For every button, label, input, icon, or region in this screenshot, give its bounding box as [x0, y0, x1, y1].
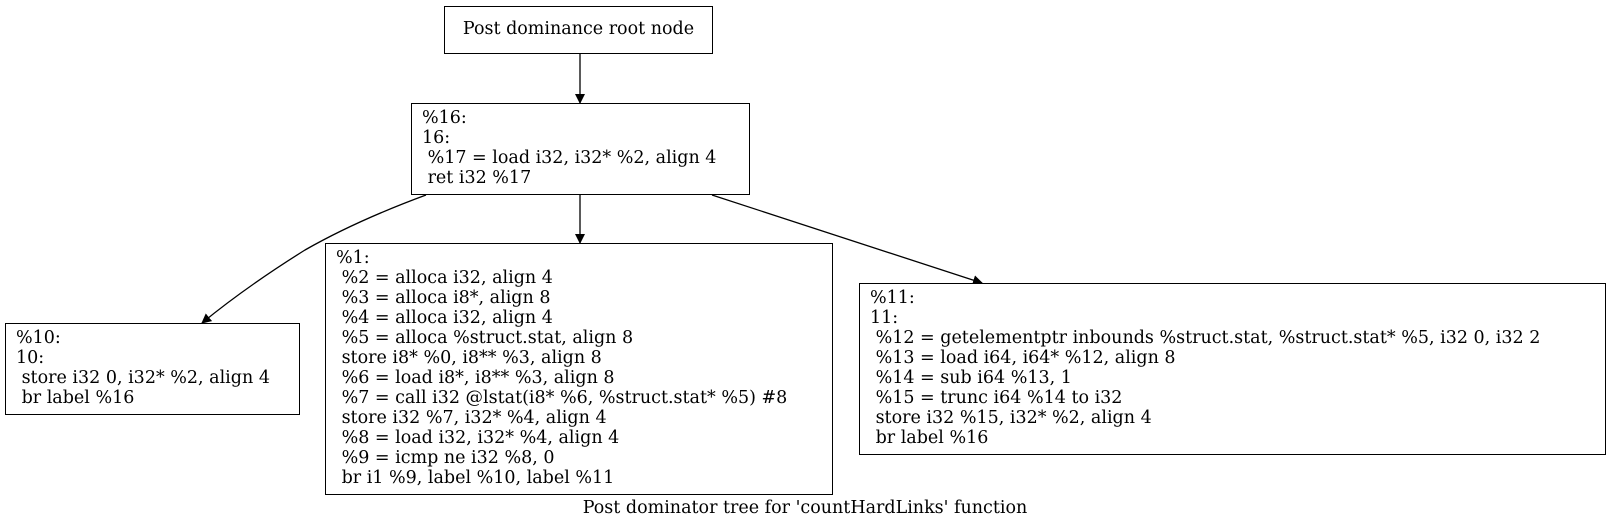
node-10-line: 10:	[16, 348, 45, 368]
node-1-line: %2 = alloca i32, align 4	[336, 268, 553, 288]
node-1-line: %9 = icmp ne i32 %8, 0	[336, 448, 555, 468]
node-16-line: %17 = load i32, i32* %2, align 4	[422, 148, 717, 168]
node-11-line: store i32 %15, i32* %2, align 4	[870, 408, 1152, 428]
node-block-1: %1: %2 = alloca i32, align 4 %3 = alloca…	[325, 243, 833, 495]
diagram-caption: Post dominator tree for 'countHardLinks'…	[582, 498, 1028, 518]
node-1-line: %7 = call i32 @lstat(i8* %6, %struct.sta…	[336, 388, 788, 408]
node-10-line: br label %16	[16, 388, 135, 408]
node-16-line: %16:	[422, 108, 467, 128]
node-10-line: %10:	[16, 328, 61, 348]
node-11-line: %13 = load i64, i64* %12, align 8	[870, 348, 1176, 368]
edge-16-to-11	[711, 194, 983, 285]
node-1-line: %5 = alloca %struct.stat, align 8	[336, 328, 634, 348]
node-block-10: %10: 10: store i32 0, i32* %2, align 4 b…	[5, 323, 300, 415]
root-node-label: Post dominance root node	[462, 19, 695, 39]
node-11-line: %12 = getelementptr inbounds %struct.sta…	[870, 328, 1541, 348]
node-11-line: %11:	[870, 288, 915, 308]
node-1-line: %6 = load i8*, i8** %3, align 8	[336, 368, 615, 388]
node-11-line: 11:	[870, 308, 899, 328]
node-11-line: %14 = sub i64 %13, 1	[870, 368, 1072, 388]
node-1-line: %8 = load i32, i32* %4, align 4	[336, 428, 620, 448]
node-1-line: store i8* %0, i8** %3, align 8	[336, 348, 602, 368]
node-1-line: %3 = alloca i8*, align 8	[336, 288, 551, 308]
node-block-16: %16: 16: %17 = load i32, i32* %2, align …	[411, 103, 750, 195]
node-1-line: %1:	[336, 248, 370, 268]
node-16-line: 16:	[422, 128, 451, 148]
node-10-line: store i32 0, i32* %2, align 4	[16, 368, 270, 388]
node-1-line: store i32 %7, i32* %4, align 4	[336, 408, 607, 428]
edge-16-to-10	[201, 194, 427, 324]
node-11-line: %15 = trunc i64 %14 to i32	[870, 388, 1123, 408]
node-1-line: %4 = alloca i32, align 4	[336, 308, 553, 328]
post-dominance-root-node: Post dominance root node	[444, 6, 713, 54]
node-16-line: ret i32 %17	[422, 168, 532, 188]
node-1-line: br i1 %9, label %10, label %11	[336, 468, 615, 488]
node-11-line: br label %16	[870, 428, 989, 448]
node-block-11: %11: 11: %12 = getelementptr inbounds %s…	[859, 283, 1606, 455]
